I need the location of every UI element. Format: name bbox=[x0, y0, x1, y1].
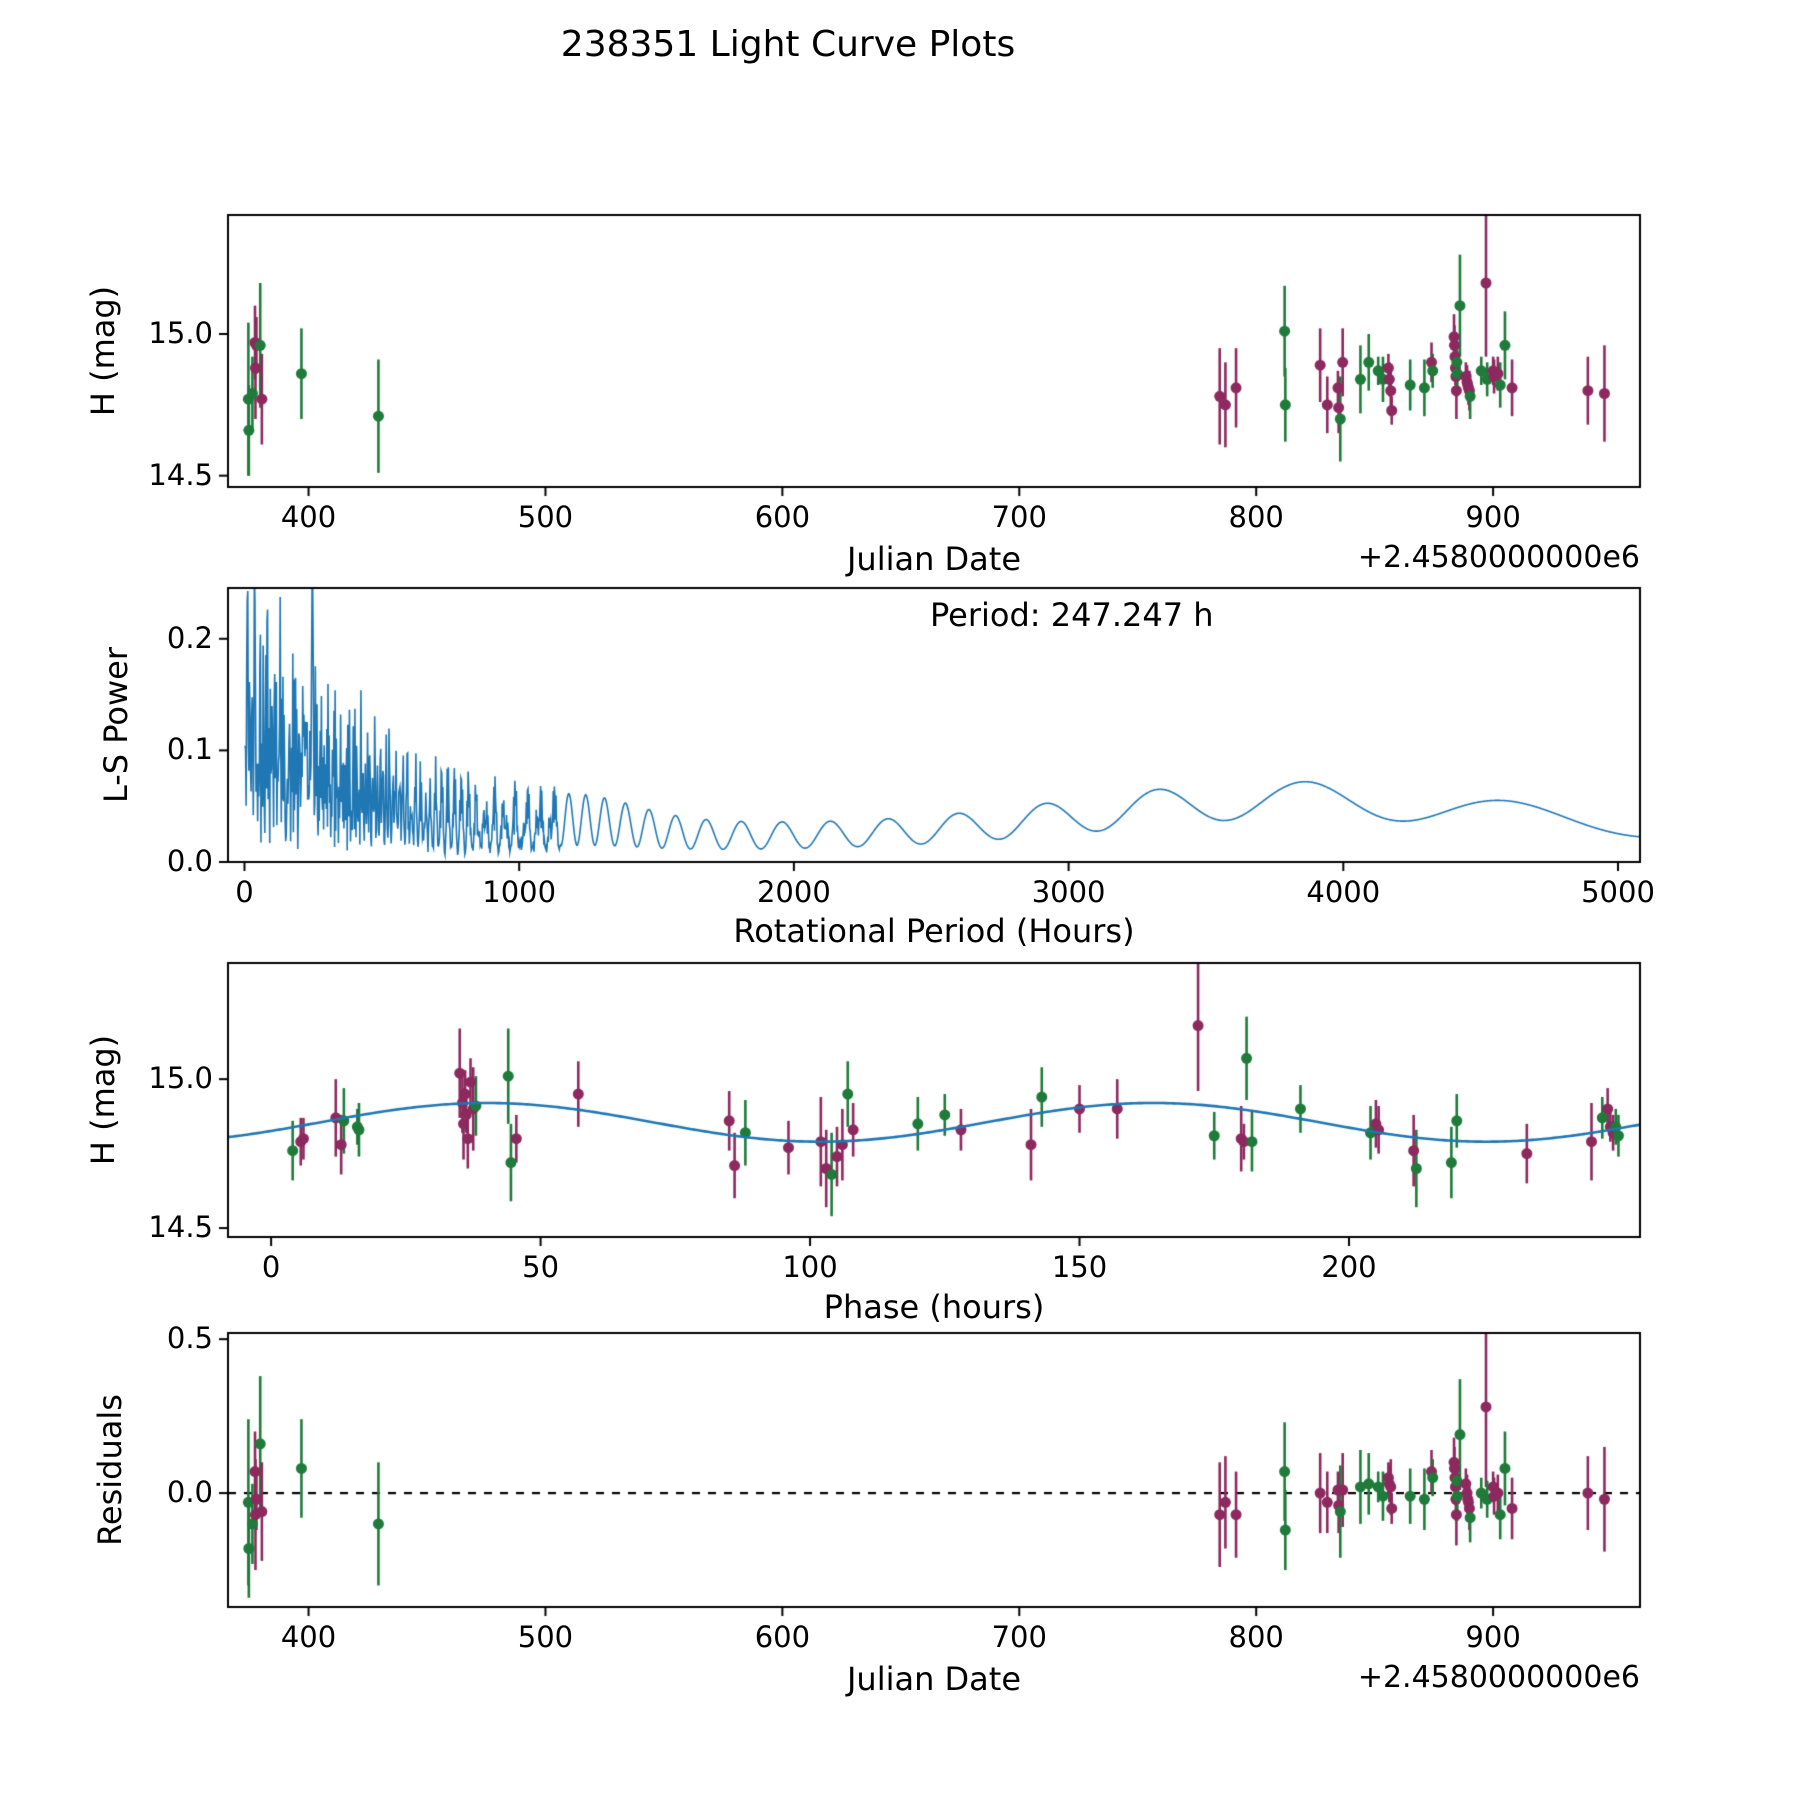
jd-lightcurve-xlabel: Julian Date bbox=[846, 540, 1022, 578]
jd_lightcurve-x-tick-label: 600 bbox=[754, 500, 811, 534]
phase_curve-x-tick-label: 0 bbox=[261, 1250, 281, 1284]
residuals-x-tick-label: 500 bbox=[517, 1620, 574, 1654]
jd-lightcurve-axis-offset: +2.4580000000e6 bbox=[1357, 540, 1640, 575]
phase_curve-x-tick-label: 200 bbox=[1321, 1250, 1377, 1284]
jd_lightcurve-x-tick-label: 700 bbox=[991, 500, 1047, 534]
residuals-x-tick-label: 900 bbox=[1465, 1620, 1521, 1654]
periodogram-x-tick-label: 5000 bbox=[1581, 875, 1655, 909]
residuals-y-tick-label: 0.5 bbox=[166, 1321, 213, 1356]
residuals-x-tick-label: 400 bbox=[280, 1620, 337, 1654]
phase_curve-x-tick-label: 100 bbox=[782, 1250, 838, 1284]
periodogram-x-tick-label: 2000 bbox=[756, 875, 831, 909]
phase-curve-plot bbox=[212, 947, 1656, 1253]
residuals-xlabel: Julian Date bbox=[846, 1660, 1022, 1698]
residuals-axis-offset: +2.4580000000e6 bbox=[1357, 1660, 1640, 1695]
residuals-plot bbox=[212, 1317, 1656, 1623]
periodogram-x-tick-label: 0 bbox=[235, 875, 254, 909]
residuals-x-tick-label: 800 bbox=[1228, 1620, 1284, 1654]
jd-lightcurve-ylabel: H (mag) bbox=[84, 285, 122, 417]
jd_lightcurve-x-tick-label: 400 bbox=[280, 500, 337, 534]
periodogram-plot bbox=[212, 572, 1656, 878]
residuals-x-tick-label: 700 bbox=[991, 1620, 1047, 1654]
jd_lightcurve-y-tick-label: 14.5 bbox=[148, 457, 213, 492]
periodogram-x-tick-label: 1000 bbox=[482, 875, 557, 909]
phase-curve-ylabel: H (mag) bbox=[84, 1034, 122, 1166]
periodogram-xlabel: Rotational Period (Hours) bbox=[733, 912, 1135, 950]
phase_curve-y-tick-label: 15.0 bbox=[148, 1061, 213, 1096]
residuals-ylabel: Residuals bbox=[91, 1394, 129, 1546]
figure-title: 238351 Light Curve Plots bbox=[560, 24, 1016, 65]
phase_curve-y-tick-label: 14.5 bbox=[148, 1210, 213, 1245]
residuals-x-tick-label: 600 bbox=[754, 1620, 811, 1654]
jd_lightcurve-x-tick-label: 500 bbox=[517, 500, 574, 534]
jd_lightcurve-x-tick-label: 800 bbox=[1228, 500, 1284, 534]
periodogram-y-tick-label: 0.2 bbox=[166, 620, 213, 655]
periodogram-x-tick-label: 4000 bbox=[1306, 875, 1381, 909]
periodogram-y-tick-label: 0.1 bbox=[166, 732, 213, 767]
phase_curve-x-tick-label: 150 bbox=[1051, 1250, 1108, 1284]
periodogram-ylabel: L-S Power bbox=[97, 646, 135, 804]
period-annotation: Period: 247.247 h bbox=[930, 596, 1214, 634]
jd_lightcurve-y-tick-label: 15.0 bbox=[148, 316, 213, 350]
periodogram-y-tick-label: 0.0 bbox=[166, 844, 213, 878]
residuals-y-tick-label: 0.0 bbox=[166, 1475, 213, 1510]
jd-lightcurve-plot bbox=[212, 199, 1656, 503]
periodogram-x-tick-label: 3000 bbox=[1031, 875, 1106, 909]
phase_curve-x-tick-label: 50 bbox=[522, 1250, 560, 1284]
jd_lightcurve-x-tick-label: 900 bbox=[1465, 500, 1521, 534]
